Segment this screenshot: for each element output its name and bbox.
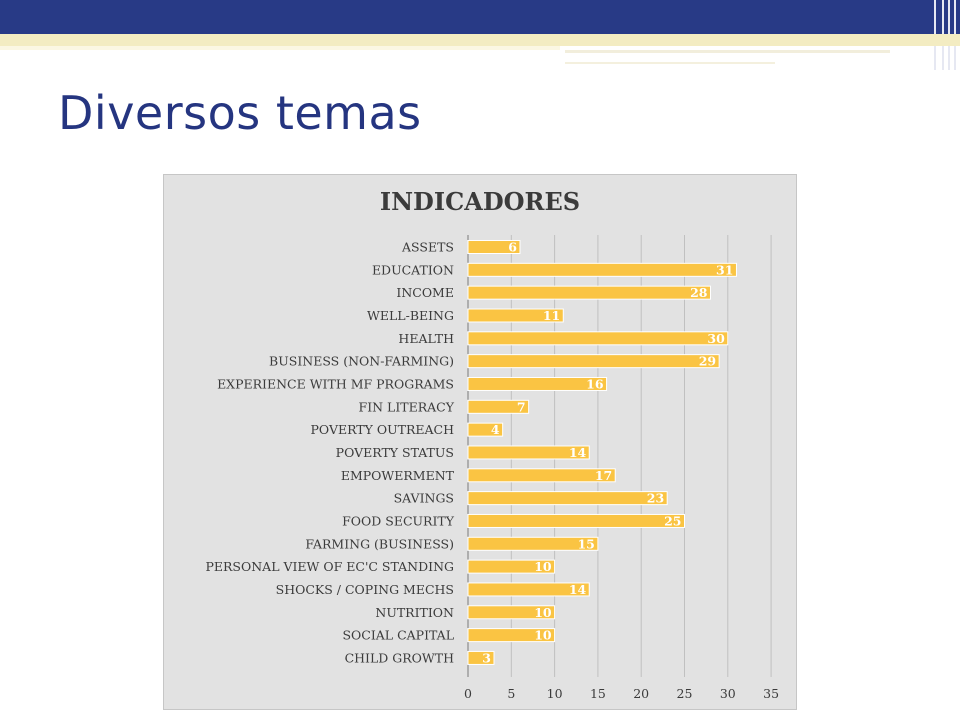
category-label: FOOD SECURITY bbox=[342, 513, 455, 528]
x-tick-label: 10 bbox=[547, 686, 563, 701]
bar-value-label: 15 bbox=[577, 536, 594, 551]
bar bbox=[467, 468, 616, 483]
bar-value-label: 14 bbox=[569, 582, 587, 597]
x-tick-label: 25 bbox=[677, 686, 693, 701]
bar-value-label: 3 bbox=[482, 650, 491, 665]
x-tick-label: 30 bbox=[720, 686, 736, 701]
bar-value-label: 29 bbox=[699, 354, 716, 369]
header-accent-strip bbox=[0, 34, 960, 46]
category-label: FIN LITERACY bbox=[359, 399, 455, 414]
bar bbox=[467, 582, 590, 597]
bar bbox=[467, 376, 608, 391]
bar bbox=[467, 331, 729, 346]
x-tick-label: 20 bbox=[633, 686, 649, 701]
category-label: INCOME bbox=[396, 285, 454, 300]
header-rule-line bbox=[565, 50, 890, 53]
bar-value-label: 7 bbox=[517, 399, 526, 414]
category-label: SHOCKS / COPING MECHS bbox=[276, 582, 454, 597]
bar bbox=[467, 605, 556, 620]
bar bbox=[467, 513, 685, 528]
slide-title: Diversos temas bbox=[58, 86, 422, 140]
category-label: NUTRITION bbox=[375, 605, 454, 620]
bar-value-label: 10 bbox=[534, 605, 552, 620]
chart-title: INDICADORES bbox=[379, 187, 581, 216]
bar bbox=[467, 240, 521, 254]
category-label: FARMING (BUSINESS) bbox=[305, 536, 454, 551]
bar bbox=[467, 399, 530, 414]
category-label: EDUCATION bbox=[372, 262, 454, 277]
category-label: CHILD GROWTH bbox=[345, 650, 455, 665]
bar bbox=[467, 628, 556, 643]
category-label: SOCIAL CAPITAL bbox=[342, 628, 454, 643]
category-label: ASSETS bbox=[401, 240, 454, 255]
bar bbox=[467, 262, 737, 277]
bar bbox=[467, 285, 711, 300]
bar bbox=[467, 308, 564, 323]
bar bbox=[467, 650, 495, 665]
bar-value-label: 17 bbox=[595, 468, 612, 483]
header-bar bbox=[0, 0, 960, 34]
header-rule-line bbox=[565, 62, 775, 64]
bar bbox=[467, 559, 556, 574]
bar-value-label: 16 bbox=[586, 376, 604, 391]
category-label: PERSONAL VIEW OF EC'C STANDING bbox=[205, 559, 454, 574]
bar-value-label: 28 bbox=[690, 285, 708, 300]
bar bbox=[467, 445, 590, 460]
bar-value-label: 30 bbox=[707, 331, 725, 346]
bar-value-label: 6 bbox=[508, 240, 517, 255]
category-label: SAVINGS bbox=[394, 491, 454, 506]
bar-value-label: 31 bbox=[716, 262, 733, 277]
bar-value-label: 11 bbox=[543, 308, 560, 323]
x-tick-label: 35 bbox=[763, 686, 779, 701]
bar bbox=[467, 354, 720, 369]
bar-value-label: 25 bbox=[664, 513, 681, 528]
x-tick-label: 15 bbox=[590, 686, 606, 701]
chart-container: INDICADORES 0 5 10 15 20 25 30 35 ASSETS 6 EDUCATI… bbox=[163, 174, 797, 710]
category-label: EMPOWERMENT bbox=[341, 468, 455, 483]
x-tick-label: 5 bbox=[507, 686, 515, 701]
category-label: WELL-BEING bbox=[367, 308, 454, 323]
header-accent-strip-light bbox=[0, 46, 560, 50]
bar bbox=[467, 536, 599, 551]
bar-value-label: 23 bbox=[647, 491, 664, 506]
bar bbox=[467, 491, 668, 506]
category-label: HEALTH bbox=[398, 331, 454, 346]
bar-value-label: 4 bbox=[491, 422, 500, 437]
bar-value-label: 14 bbox=[569, 445, 587, 460]
category-label: EXPERIENCE WITH MF PROGRAMS bbox=[217, 376, 454, 391]
category-label: POVERTY STATUS bbox=[336, 445, 454, 460]
x-tick-label: 0 bbox=[464, 686, 472, 701]
bar-chart: 0 5 10 15 20 25 30 35 ASSETS 6 EDUCATION 31 INCOME 28… bbox=[205, 235, 779, 701]
category-label: BUSINESS (NON-FARMING) bbox=[269, 354, 454, 369]
bar bbox=[467, 422, 504, 437]
bar-value-label: 10 bbox=[534, 559, 552, 574]
category-label: POVERTY OUTREACH bbox=[311, 422, 455, 437]
bar-value-label: 10 bbox=[534, 628, 552, 643]
